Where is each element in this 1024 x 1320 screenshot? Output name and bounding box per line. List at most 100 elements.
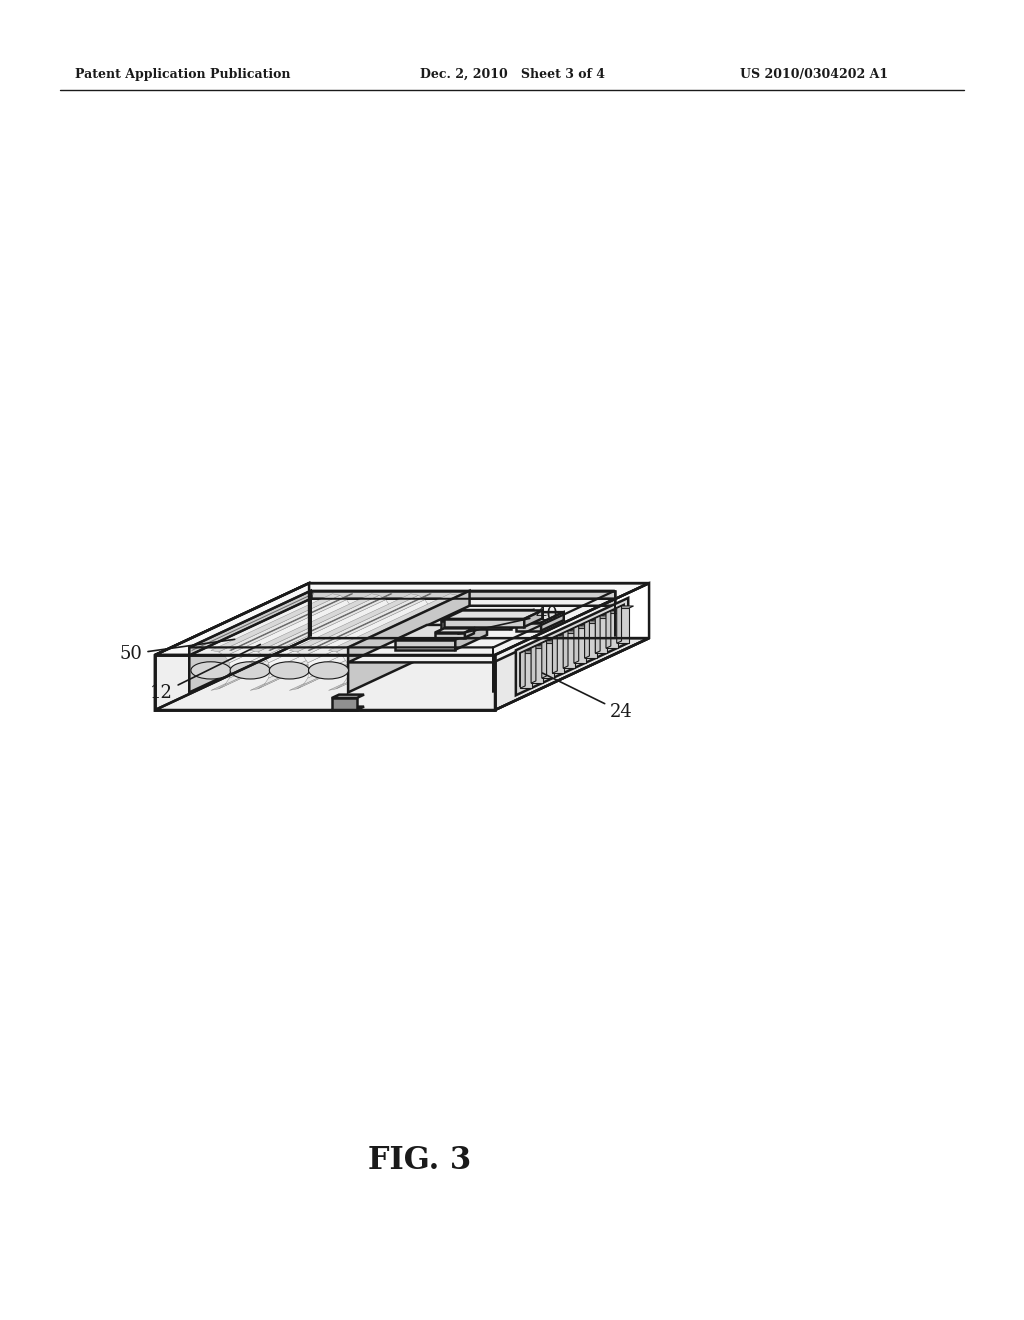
Ellipse shape	[269, 661, 309, 678]
Polygon shape	[606, 611, 611, 648]
Polygon shape	[542, 643, 554, 678]
Polygon shape	[225, 622, 351, 685]
Polygon shape	[573, 626, 579, 663]
Polygon shape	[347, 606, 470, 671]
Polygon shape	[440, 610, 534, 620]
Polygon shape	[343, 599, 468, 663]
Polygon shape	[258, 595, 386, 656]
Polygon shape	[585, 620, 601, 623]
Polygon shape	[531, 645, 536, 684]
Polygon shape	[297, 628, 425, 689]
Text: Dec. 2, 2010   Sheet 3 of 4: Dec. 2, 2010 Sheet 3 of 4	[420, 69, 605, 81]
Polygon shape	[542, 642, 547, 678]
Text: 12: 12	[150, 644, 260, 702]
Polygon shape	[229, 614, 352, 678]
Polygon shape	[435, 632, 465, 638]
Polygon shape	[395, 640, 456, 649]
Polygon shape	[329, 632, 458, 690]
Polygon shape	[268, 606, 391, 671]
Polygon shape	[264, 622, 390, 685]
Polygon shape	[553, 636, 569, 638]
Polygon shape	[563, 634, 575, 668]
Polygon shape	[444, 619, 524, 627]
Polygon shape	[189, 599, 614, 656]
Polygon shape	[573, 628, 586, 663]
Polygon shape	[516, 598, 629, 696]
Polygon shape	[225, 599, 351, 663]
Polygon shape	[520, 605, 624, 685]
Ellipse shape	[190, 661, 231, 678]
Polygon shape	[343, 622, 468, 685]
Polygon shape	[297, 595, 425, 656]
Polygon shape	[332, 706, 365, 710]
Polygon shape	[516, 612, 564, 623]
Polygon shape	[520, 651, 538, 653]
Polygon shape	[616, 606, 622, 643]
Text: US 2010/0304202 A1: US 2010/0304202 A1	[740, 69, 888, 81]
Polygon shape	[211, 632, 340, 690]
Polygon shape	[465, 628, 474, 638]
Polygon shape	[348, 591, 470, 693]
Polygon shape	[303, 599, 429, 663]
Text: 24: 24	[543, 673, 633, 721]
Polygon shape	[541, 612, 564, 631]
Text: Patent Application Publication: Patent Application Publication	[75, 69, 291, 81]
Polygon shape	[268, 614, 391, 678]
Polygon shape	[595, 616, 600, 653]
Polygon shape	[189, 591, 310, 693]
Polygon shape	[606, 614, 618, 648]
Text: 50: 50	[120, 639, 234, 663]
Polygon shape	[585, 620, 590, 659]
Polygon shape	[435, 628, 474, 632]
Text: 40: 40	[458, 606, 558, 634]
Polygon shape	[332, 694, 365, 698]
Polygon shape	[347, 614, 470, 678]
Polygon shape	[595, 616, 612, 618]
Polygon shape	[229, 606, 352, 671]
Polygon shape	[264, 599, 390, 663]
Polygon shape	[531, 645, 548, 648]
Polygon shape	[440, 620, 511, 628]
Polygon shape	[155, 655, 495, 710]
Ellipse shape	[230, 661, 270, 678]
Polygon shape	[348, 606, 614, 663]
Polygon shape	[553, 636, 557, 673]
Polygon shape	[595, 618, 607, 653]
Polygon shape	[308, 614, 431, 678]
Polygon shape	[218, 628, 346, 689]
Polygon shape	[155, 583, 309, 710]
Polygon shape	[606, 611, 623, 614]
Polygon shape	[616, 609, 629, 643]
Polygon shape	[290, 632, 419, 690]
Polygon shape	[520, 653, 532, 688]
Polygon shape	[218, 595, 346, 656]
Polygon shape	[573, 626, 591, 628]
Polygon shape	[308, 606, 431, 671]
Polygon shape	[155, 638, 649, 710]
Polygon shape	[250, 594, 379, 652]
Polygon shape	[332, 698, 356, 710]
Polygon shape	[563, 631, 580, 634]
Polygon shape	[563, 631, 568, 668]
Polygon shape	[520, 651, 525, 688]
Ellipse shape	[308, 661, 348, 678]
Polygon shape	[524, 610, 543, 627]
Polygon shape	[395, 624, 487, 640]
Polygon shape	[336, 628, 464, 689]
Polygon shape	[444, 610, 543, 619]
Polygon shape	[258, 628, 386, 689]
Polygon shape	[616, 606, 634, 609]
Polygon shape	[303, 622, 429, 685]
Polygon shape	[211, 594, 340, 652]
Polygon shape	[336, 595, 464, 656]
Polygon shape	[329, 594, 458, 652]
Polygon shape	[290, 594, 419, 652]
Text: FIG. 3: FIG. 3	[369, 1144, 472, 1176]
Polygon shape	[456, 624, 487, 649]
Polygon shape	[553, 638, 564, 673]
Polygon shape	[542, 642, 559, 643]
Polygon shape	[310, 591, 614, 636]
Polygon shape	[531, 648, 543, 684]
Polygon shape	[516, 623, 541, 631]
Polygon shape	[155, 583, 649, 655]
